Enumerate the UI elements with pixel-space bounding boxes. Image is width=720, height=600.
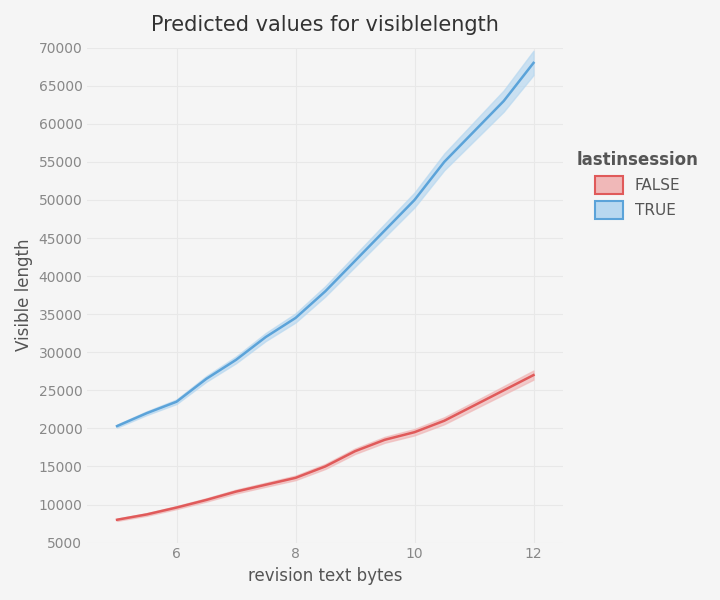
Title: Predicted values for visiblelength: Predicted values for visiblelength [151,15,499,35]
Legend: FALSE, TRUE: FALSE, TRUE [571,145,705,225]
X-axis label: revision text bytes: revision text bytes [248,567,402,585]
Y-axis label: Visible length: Visible length [15,239,33,352]
